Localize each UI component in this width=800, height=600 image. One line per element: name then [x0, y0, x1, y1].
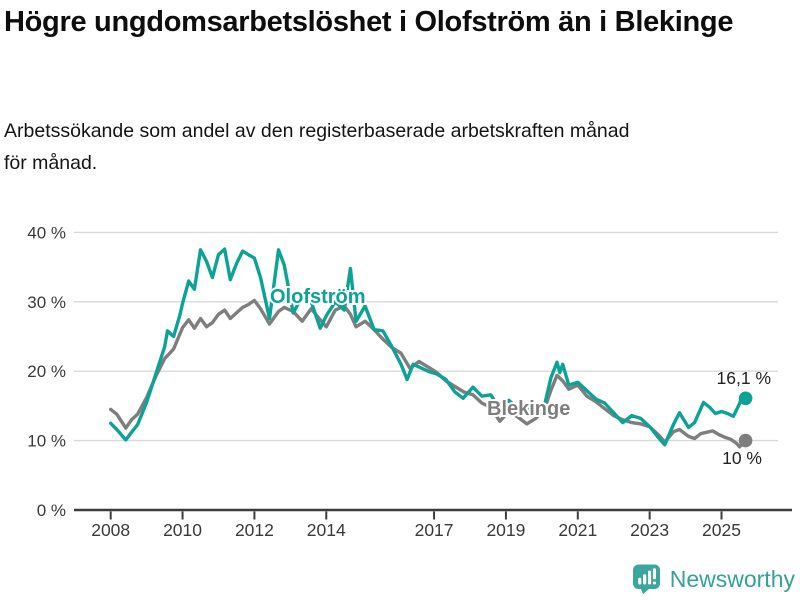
olofström-line [108, 247, 748, 447]
end-value-label-blekinge: 10 % [722, 448, 762, 468]
line-chart: 0 % 10 % 20 % 30 % 40 % 2008 2010 2012 2014 2017 2… [27, 223, 792, 540]
x-axis-tick-label: 2019 [486, 520, 525, 540]
y-axis-tick-label: 30 % [27, 293, 66, 312]
x-axis-tick-label: 2025 [702, 520, 741, 540]
chart-subtitle: Arbetssökande som andel av den registerb… [4, 120, 630, 174]
y-axis-tick-label: 40 % [27, 223, 66, 242]
x-axis-tick-label: 2012 [235, 520, 274, 540]
x-axis-tick-label: 2023 [630, 520, 669, 540]
y-axis-tick-label: 0 % [37, 501, 66, 520]
page-title: Högre ungdomsarbetslöshet i Olofström än… [4, 6, 734, 38]
newsworthy-logo-icon [632, 564, 660, 595]
brand-name: Newsworthy [669, 565, 795, 592]
x-axis-tick-label: 2014 [307, 520, 346, 540]
series-label-blekinge: Blekinge [487, 398, 570, 420]
x-axis-tick-label: 2010 [163, 520, 202, 540]
y-axis-tick-label: 10 % [27, 432, 66, 451]
y-axis-tick-label: 20 % [27, 362, 66, 381]
end-value-label-olofström: 16,1 % [717, 368, 771, 388]
x-axis-tick-label: 2008 [91, 520, 130, 540]
end-dot-blekinge [738, 433, 753, 448]
blekinge-line [108, 298, 748, 449]
x-axis-tick-label: 2021 [558, 520, 597, 540]
series-label-olofström: Olofström [270, 286, 366, 308]
newsworthy-brand-link[interactable]: Newsworthy [632, 563, 795, 595]
end-dot-olofström [738, 391, 753, 406]
x-axis-tick-label: 2017 [415, 520, 454, 540]
